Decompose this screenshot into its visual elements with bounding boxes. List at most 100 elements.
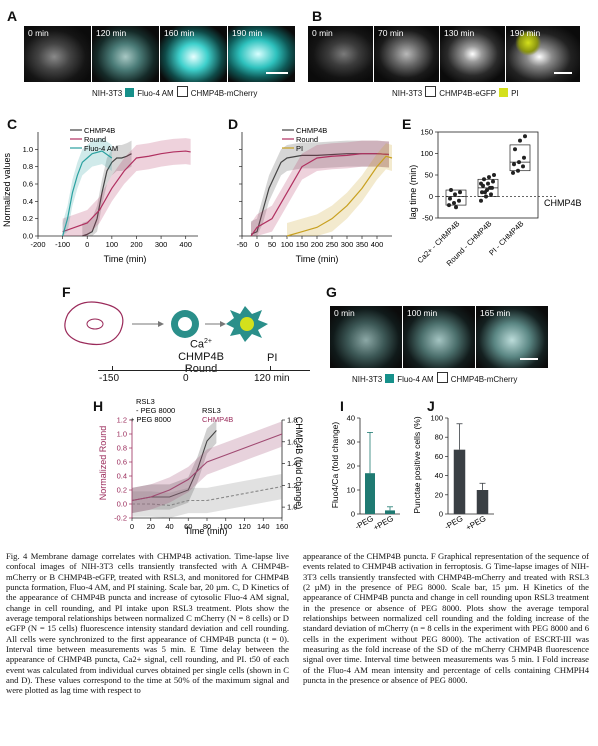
scale-bar [554,72,572,74]
y-tick-label: 20 [435,490,443,499]
schematic-f-labels: Ca2+ CHMP4B Round [166,336,236,375]
chart-d-legend: CHMP4B Round PI [282,126,327,153]
data-point [449,188,453,193]
data-point [484,194,488,199]
x-tick-label: 140 [257,522,270,531]
schematic-f [64,301,268,345]
y-tick-label: 0.4 [23,197,33,206]
x-tick-label: 400 [179,240,192,249]
y2-tick-label: 1.4 [287,459,297,468]
data-point [522,155,526,160]
data-point [491,179,495,184]
y2-tick-label: 1.6 [287,437,297,446]
chart-c-ylabel: Normalized values [2,152,12,227]
chart-c: -200 -100 0 100 200 300 4000.00.20.40.60.81.0 … [2,126,198,264]
data-point [489,192,493,197]
legend-entry: CHMP4B [84,126,115,135]
y-tick-label: 60 [435,452,443,461]
time-label: 160 min [164,28,195,38]
bar [365,473,375,514]
y-tick-label: 0.8 [23,162,33,171]
series-line [82,153,132,237]
x-tick-label: -50 [237,240,248,249]
y-tick-label: -50 [422,214,433,223]
legend-cell: NIH-3T3 [352,375,383,384]
data-point [516,168,520,173]
panel-d-label: D [228,116,239,132]
series-line [131,433,283,502]
series-line [286,155,393,237]
series-band [287,143,392,236]
series-band [62,138,191,236]
x-category-label: +PEG [372,514,395,533]
chart-e-ylabel: lag time (min) [408,165,418,220]
panel-j-label: J [427,398,435,414]
arrow-icon [158,321,164,327]
chart-h-ylabel-left: Normalized Round [98,426,108,501]
time-label: 190 min [510,28,541,38]
y-tick-label: 10 [347,486,355,495]
nucleus-outline [86,318,104,330]
legend-title: RSL3 [136,398,155,406]
x-tick-label: 0 [255,240,259,249]
chart-c-xlabel: Time (min) [104,254,147,264]
y-tick-label: 30 [347,438,355,447]
time-label: 70 min [378,28,404,38]
x-category-label: -PEG [443,514,464,532]
timeline-tick: 0 [183,373,189,384]
x-tick-label: 40 [165,522,173,531]
y-tick-label: 1.0 [23,145,33,154]
chart-d-xlabel: Time (min) [296,254,339,264]
time-label: 0 min [334,308,355,318]
data-point [479,181,483,186]
legend-entry: + PEG 8000 [130,415,171,424]
chart-e-ref-label: CHMP4B [544,198,582,208]
label-ca: Ca [189,338,205,351]
x-tick-label: -100 [55,240,70,249]
series-line [250,153,390,235]
y2-tick-label: 1.0 [287,503,297,512]
legend-entry: RSL3 [202,406,221,415]
data-point [458,190,462,195]
series-line [250,153,390,237]
label-ca-sup: 2+ [204,338,213,345]
x-tick-label: 100 [281,240,294,249]
x-tick-label: 80 [203,522,211,531]
time-label: 130 min [444,28,475,38]
chart-c-legend: CHMP4B Round Fluo-4 AM [70,126,118,153]
bar [476,490,489,514]
time-label: 100 min [407,308,438,318]
x-tick-label: 0 [85,240,89,249]
x-tick-label: 60 [184,522,192,531]
label-pi: PI [267,352,278,364]
data-point [447,203,451,208]
box [445,189,467,206]
legend-chmp: CHMP4B-mCherry [190,89,258,98]
time-label: 0 min [28,28,49,38]
y-tick-label: 40 [347,414,355,423]
x-tick-label: 0 [130,522,134,531]
x-tick-label: 250 [326,240,339,249]
data-point [454,205,458,210]
micrograph-b3: 130 min [440,26,505,82]
y-tick-label: -0.2 [114,514,127,523]
series-band [82,140,132,236]
y2-tick-label: 1.2 [287,481,297,490]
micrograph-g3: 165 min [476,306,548,368]
data-point [479,198,483,203]
bar [453,449,466,514]
pi-nucleus [240,317,254,331]
legend-fluo: Fluo-4 AM [397,375,434,384]
y-tick-label: 80 [435,433,443,442]
micrograph-a4: 190 min [228,26,295,82]
micrograph-g2: 100 min [403,306,475,368]
data-point [513,147,517,152]
chart-h: 0 20 40 60 80 100 120 140 160 -0.2 0.0 0.2 0.4 0.6 0.8… [98,398,304,536]
legend-swatch-fluo [385,374,395,383]
legend-entry: CHMP4B [202,415,233,424]
y-tick-label: 100 [430,414,443,423]
panel-b-legend: NIH-3T3 CHMP4B-eGFP PI [392,86,519,98]
chart-d: -50 0 50 100 150 200 250 300 350 400 Time (min) C… [237,126,393,264]
y-tick-label: 0.6 [117,458,127,467]
